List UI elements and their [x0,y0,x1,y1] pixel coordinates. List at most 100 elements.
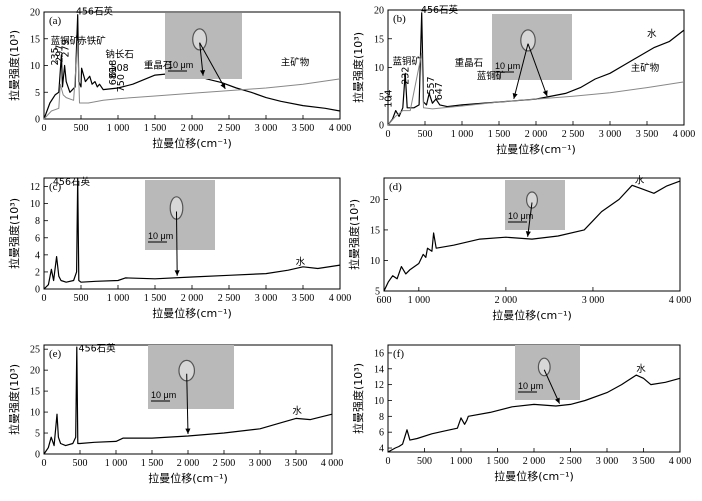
x-tick-label: 1 000 [105,458,128,469]
x-tick-label: 0 [42,123,47,134]
pointer-arrowhead [525,231,531,237]
y-tick-label: 10 [374,63,384,74]
x-tick-label: 3 500 [292,123,315,134]
x-tick-label: 2 000 [525,129,548,140]
x-tick-label: 1 000 [408,295,431,306]
x-tick-label: 500 [74,123,89,134]
panel-label: (e) [49,348,62,360]
x-axis-label: 拉曼位移(cm⁻¹) [496,142,576,156]
pointer-arrow [543,369,561,404]
y-tick-label: 10 [30,408,40,419]
y-tick-label: 0 [379,121,384,132]
x-tick-label: 2 500 [218,123,241,134]
annotation-label: 456石英 [79,342,117,354]
x-tick-label: 3 500 [632,456,655,467]
series-line-1 [43,177,341,290]
inclusion-shape [520,29,536,52]
x-axis-label: 拉曼位移(cm⁻¹) [492,308,572,322]
annotation-label: 618 [108,60,119,78]
x-tick-label: 4 000 [669,456,692,467]
series-line-2 [387,52,685,126]
y-tick-label: 0 [35,450,40,461]
x-tick-label: 0 [42,458,47,469]
y-tick-label: 10 [370,256,380,267]
annotation-label: 104 [384,90,395,108]
x-tick-label: 500 [418,129,433,140]
x-tick-label: 2 500 [213,458,236,469]
x-tick-label: 4 000 [669,295,692,306]
scale-bar-label: 10 μm [518,381,543,391]
x-axis-label: 拉曼位移(cm⁻¹) [152,306,232,320]
y-tick-label: 14 [374,364,384,375]
series-line-1 [43,14,341,120]
x-tick-label: 500 [417,456,432,467]
y-tick-label: 8 [379,412,384,423]
pointer-arrowhead [199,70,206,76]
annotation-label: 750 [116,74,127,92]
x-tick-label: 600 [377,295,392,306]
annotation-label: 297 [55,45,66,63]
pointer-arrowhead [542,90,548,97]
y-tick-label: 20 [30,8,40,19]
chart-panel-2: 0 500 1 000 1 500 2 000 2 500 3 000 3 500 4 000 0… [351,4,695,156]
x-tick-label: 3 000 [599,129,622,140]
y-tick-label: 25 [30,345,40,356]
annotation-label: 232 [401,67,412,85]
x-tick-label: 3 500 [636,129,659,140]
panel-label: (b) [393,13,406,25]
x-tick-label: 500 [74,293,89,304]
annotation-label: 钠长石 [105,48,134,60]
x-tick-label: 4 000 [329,123,352,134]
panel-label: (d) [389,181,402,193]
x-tick-label: 2 000 [181,293,204,304]
series-line-1 [387,12,685,126]
annotation-label: 水 [296,256,306,268]
x-tick-label: 2 500 [562,129,585,140]
x-tick-label: 1 500 [144,293,167,304]
y-tick-label: 15 [30,34,40,45]
x-tick-label: 2 000 [177,458,200,469]
y-tick-label: 15 [374,34,384,45]
plot-frame [383,177,681,292]
x-tick-label: 2 000 [495,295,518,306]
pointer-arrow [513,43,529,99]
annotation-label: 水 [292,405,302,417]
y-axis-label: 拉曼强度(10³) [7,198,21,269]
y-axis-label: 拉曼强度(10³) [347,199,361,270]
x-tick-label: 500 [73,458,88,469]
x-tick-label: 3 000 [255,293,278,304]
chart-panel-5: 0 500 1 000 1 500 2 000 2 500 3 000 3 500 4 000 0… [7,342,343,485]
annotation-label: 水 [635,174,645,186]
x-tick-label: 1 000 [107,293,130,304]
x-tick-label: 4 000 [329,293,352,304]
series-line-2 [43,40,341,120]
series-line-1 [383,180,681,292]
y-tick-label: 15 [30,387,40,398]
y-tick-label: 5 [35,88,40,99]
inclusion-shape [192,28,208,51]
scale-bar-label: 10 μm [151,390,176,400]
y-axis-label: 拉曼强度(10³) [351,363,365,434]
y-tick-label: 8 [35,216,40,227]
annotation-label: 主矿物 [281,57,310,69]
chart-panel-4: 600 1 000 2 000 3 000 4 000 5 10 15 20 拉曼位移(cm⁻¹)… [347,174,691,322]
x-tick-label: 0 [386,129,391,140]
annotation-label: 重晶石 [144,60,173,72]
y-axis-label: 拉曼强度(10³) [7,30,21,101]
annotation-label: 水 [647,28,657,40]
x-tick-label: 2 000 [181,123,204,134]
pointer-arrowhead [174,270,180,276]
scale-bar-label: 10 μm [495,61,520,71]
x-axis-label: 拉曼位移(cm⁻¹) [152,136,232,150]
y-tick-label: 10 [374,396,384,407]
y-tick-label: 0 [35,115,40,126]
x-tick-label: 0 [386,456,391,467]
x-tick-label: 2 500 [559,456,582,467]
x-axis-label: 拉曼位移(cm⁻¹) [494,469,574,483]
y-tick-label: 20 [374,6,384,17]
y-tick-label: 20 [30,366,40,377]
annotation-label: 647 [434,82,445,100]
x-tick-label: 1 500 [144,123,167,134]
y-tick-label: 10 [30,61,40,72]
pointer-arrow [527,202,533,237]
